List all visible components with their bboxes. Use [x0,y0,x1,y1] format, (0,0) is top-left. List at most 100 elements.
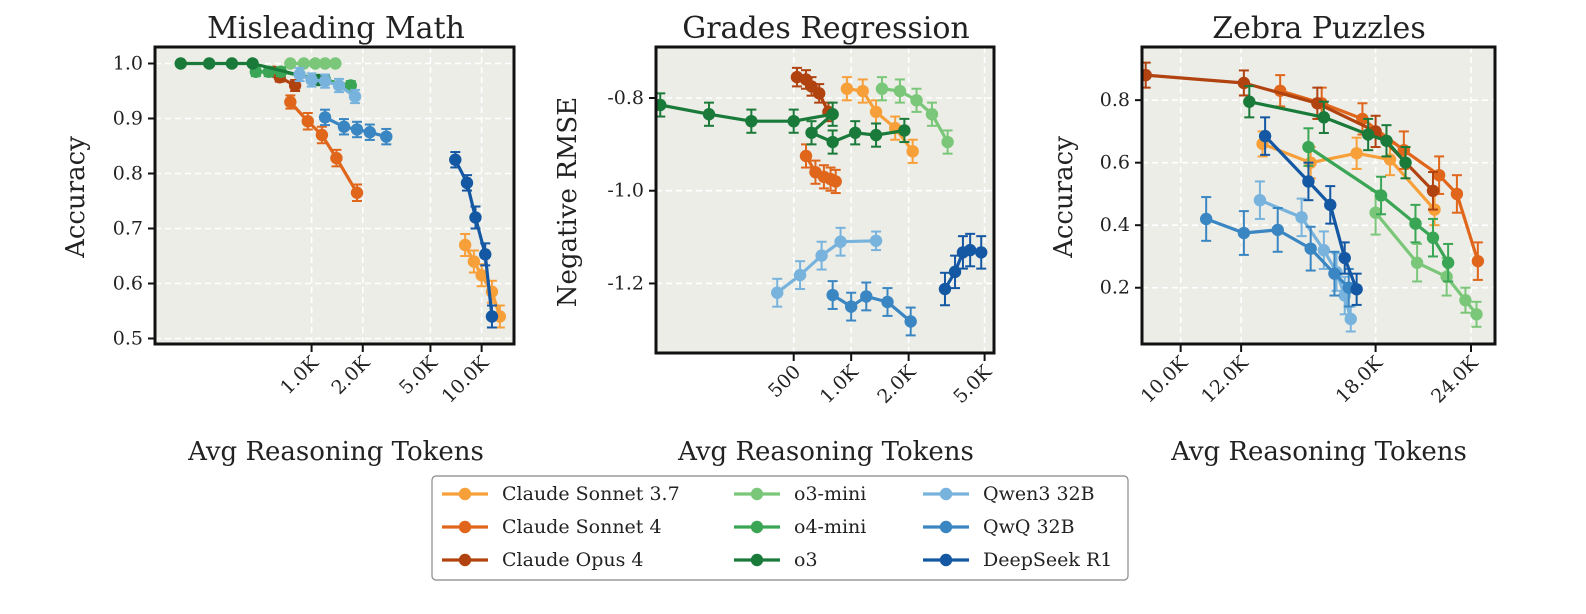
x-tick-label: 1.0K [816,360,864,408]
panel-zebra-puzzles: Zebra Puzzles Avg Reasoning Tokens Accur… [1049,11,1497,467]
data-point-qwq-32b [380,130,393,143]
legend-label: Claude Sonnet 4 [502,516,662,538]
data-point-qwen3-32b [348,90,362,103]
y-tick-label: 1.0 [113,53,143,75]
x-tick-label: 18.0K [1332,351,1388,407]
data-point-qwq-32b [1304,242,1317,255]
data-point-o3 [656,98,667,112]
legend-label: Claude Sonnet 3.7 [502,483,680,505]
x-tick-label: 1.0K [276,351,324,399]
data-point-qwen3-32b [1295,211,1308,224]
data-point-o3 [849,126,862,139]
data-point-o3-mini [284,57,297,70]
data-point-deepseek-r1 [938,282,952,296]
data-point-qwq-32b [1237,226,1251,240]
data-point-qwq-32b [350,123,364,136]
data-point-deepseek-r1 [1258,129,1272,143]
legend-swatch-marker [458,553,472,567]
data-point-o3 [1380,134,1393,147]
legend-swatch-marker [939,553,953,567]
data-point-claude-sonnet-3-7 [1350,147,1363,160]
data-point-deepseek-r1 [1338,251,1351,265]
data-point-qwen3-32b [869,234,883,247]
data-point-claude-sonnet-4 [301,115,314,128]
data-point-claude-opus-4 [812,87,826,100]
data-point-o4-mini [1302,140,1315,154]
legend-swatch-marker [939,487,953,501]
legend: Claude Sonnet 3.7 Claude Sonnet 4 Claude O… [431,475,1129,581]
series-group [656,66,988,337]
data-point-o3-mini [308,57,322,70]
data-point-claude-sonnet-4 [330,151,343,165]
data-point-qwq-32b [904,315,917,328]
data-point-o3 [1243,95,1256,108]
data-point-qwq-32b [1271,223,1284,237]
data-point-qwen3-32b [332,79,346,92]
plot-frame [1140,45,1497,346]
series-group [174,57,507,329]
legend-label: o4-mini [794,516,866,538]
data-point-o3 [174,57,187,70]
x-tick-label: 5.0K [395,351,443,399]
x-axis-label: Avg Reasoning Tokens [677,437,974,467]
plot-frame [153,45,516,346]
panel-title: Grades Regression [682,11,970,46]
data-point-qwq-32b [844,300,858,313]
data-point-qwen3-32b [318,74,332,88]
legend-label: o3-mini [794,483,866,505]
x-tick-label: 12.0K [1197,351,1253,407]
data-point-o3-mini [1459,294,1472,307]
legend-label: QwQ 32B [983,516,1075,538]
data-point-claude-sonnet-4 [350,186,364,199]
data-point-deepseek-r1 [948,265,962,279]
data-point-qwen3-32b [834,235,847,248]
data-point-o4-mini [1441,256,1455,269]
data-point-claude-sonnet-4 [1450,187,1464,201]
legend-label: Claude Opus 4 [502,549,643,571]
data-point-o4-mini [1374,189,1388,202]
data-point-claude-opus-4 [1142,68,1152,82]
data-point-qwq-32b [318,111,332,124]
data-point-o4-mini [344,79,357,92]
data-point-qwen3-32b [1317,244,1331,257]
plot-area [1142,47,1495,344]
data-point-o3 [869,128,883,142]
data-point-claude-sonnet-3-7 [458,238,472,252]
y-tick-label: 0.2 [1100,277,1130,299]
y-tick-label: -1.2 [607,272,644,294]
data-point-claude-sonnet-4 [1432,168,1446,182]
data-point-o3-mini [893,84,907,98]
data-point-qwq-32b [1328,267,1341,280]
y-tick-label: 0.8 [113,163,143,185]
data-point-claude-opus-4 [288,79,302,92]
data-point-o3 [826,135,839,149]
data-point-claude-sonnet-4 [1471,254,1485,268]
x-tick-label: 500 [764,361,805,402]
panel-grades-regression: Grades Regression Avg Reasoning Tokens N… [553,11,997,467]
legend-label: o3 [794,549,818,571]
data-point-o3-mini [875,82,889,95]
data-point-claude-sonnet-4 [829,175,842,188]
legend-label: DeepSeek R1 [983,549,1112,571]
data-point-o3-mini [1369,206,1382,219]
data-point-qwen3-32b [305,73,318,87]
data-point-o3 [225,57,239,70]
data-point-o3 [826,108,839,121]
data-point-claude-sonnet-4 [284,95,297,109]
panel-misleading-math: Misleading Math Avg Reasoning Tokens Acc… [61,11,516,467]
panel-title: Zebra Puzzles [1212,11,1425,46]
x-tick-label: 24.0K [1427,351,1483,407]
y-tick-label: 0.7 [113,218,143,240]
y-tick-label: 0.4 [1100,214,1130,236]
data-point-o3 [203,57,216,70]
y-tick-label: 0.8 [1100,89,1130,111]
data-point-deepseek-r1 [1324,198,1337,212]
data-point-o3 [1317,111,1331,124]
data-point-deepseek-r1 [1350,283,1363,296]
data-point-qwq-32b [881,295,894,309]
data-point-qwen3-32b [293,68,306,81]
data-point-deepseek-r1 [449,153,462,166]
y-tick-label: 0.6 [113,273,143,295]
x-tick-label: 2.0K [873,360,921,408]
plot-area [155,47,514,344]
